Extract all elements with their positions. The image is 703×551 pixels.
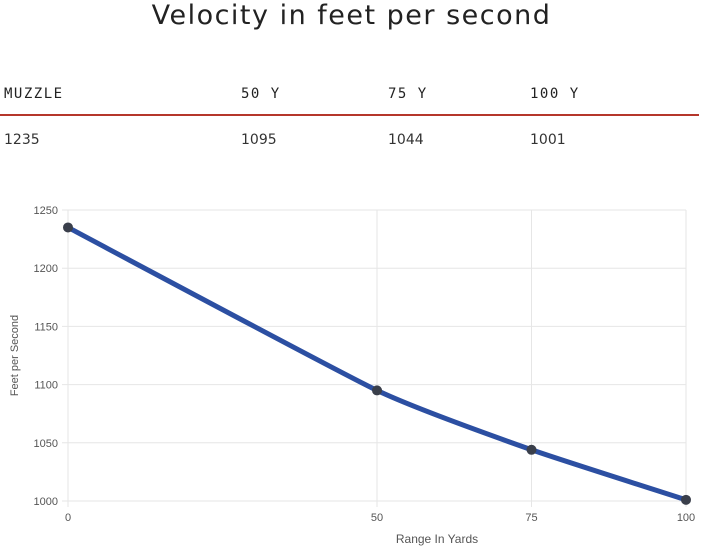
table-divider <box>0 114 699 116</box>
x-axis-ticks: 0 50 75 100 <box>65 512 695 524</box>
y-axis-label: Feet per Second <box>9 315 21 396</box>
data-point[interactable] <box>63 222 73 233</box>
data-point[interactable] <box>372 385 382 396</box>
page-title: Velocity in feet per second <box>151 0 552 31</box>
table-cell-50y: 1095 <box>241 132 277 148</box>
table-header-100y: 100 Y <box>530 86 580 102</box>
y-tick-label: 1200 <box>34 263 58 275</box>
chart-grid <box>62 209 687 507</box>
velocity-line-chart: 1000 1050 1100 1150 1200 1250 0 50 75 100 Range … <box>9 205 695 546</box>
table-header-muzzle: MUZZLE <box>4 86 64 102</box>
x-axis-label: Range In Yards <box>396 532 478 546</box>
y-tick-label: 1250 <box>34 205 58 217</box>
series-line <box>65 224 689 503</box>
table-cell-75y: 1044 <box>388 132 424 148</box>
y-axis-ticks: 1000 1050 1100 1150 1200 1250 <box>34 205 58 508</box>
table-cell-100y: 1001 <box>530 132 566 148</box>
x-tick-label: 100 <box>677 512 695 524</box>
y-tick-label: 1000 <box>34 496 58 508</box>
velocity-chart: 1000 1050 1100 1150 1200 1250 0 50 75 100 Range … <box>0 190 703 547</box>
y-tick-label: 1050 <box>34 438 58 450</box>
x-tick-label: 75 <box>525 512 537 524</box>
table-cell-muzzle: 1235 <box>4 132 40 148</box>
x-tick-label: 50 <box>371 512 383 524</box>
y-tick-label: 1150 <box>34 321 58 333</box>
x-tick-label: 0 <box>65 512 71 524</box>
chart-series <box>63 222 691 505</box>
velocity-table-header-row: MUZZLE 50 Y 75 Y 100 Y <box>0 82 699 106</box>
table-header-75y: 75 Y <box>388 86 428 102</box>
y-tick-label: 1100 <box>34 380 58 392</box>
data-point[interactable] <box>526 444 537 455</box>
velocity-table: MUZZLE 50 Y 75 Y 100 Y 1235 1095 1044 10… <box>0 82 699 148</box>
velocity-table-value-row: 1235 1095 1044 1001 <box>0 128 699 152</box>
table-header-50y: 50 Y <box>241 86 281 102</box>
data-point[interactable] <box>681 494 691 505</box>
